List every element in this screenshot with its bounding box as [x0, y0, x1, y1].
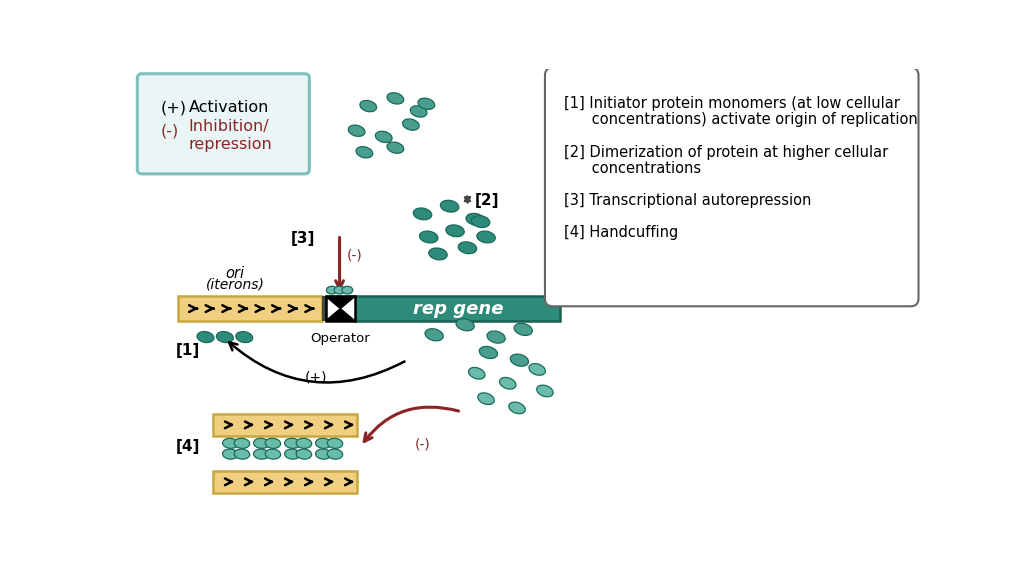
- Ellipse shape: [234, 438, 250, 448]
- Ellipse shape: [216, 332, 233, 343]
- Text: [4] Handcuffing: [4] Handcuffing: [563, 225, 678, 240]
- Text: repression: repression: [188, 137, 272, 152]
- Ellipse shape: [425, 329, 443, 341]
- Ellipse shape: [197, 332, 214, 343]
- Ellipse shape: [296, 449, 311, 459]
- Text: [3] Transcriptional autorepression: [3] Transcriptional autorepression: [563, 193, 811, 208]
- Text: concentrations) activate origin of replication: concentrations) activate origin of repli…: [563, 112, 918, 127]
- Ellipse shape: [265, 449, 281, 459]
- Text: concentrations: concentrations: [563, 161, 700, 176]
- Text: [2]: [2]: [475, 192, 500, 207]
- Ellipse shape: [487, 331, 505, 343]
- Ellipse shape: [328, 449, 343, 459]
- Ellipse shape: [479, 346, 498, 358]
- Text: (-): (-): [346, 248, 362, 263]
- Ellipse shape: [466, 213, 484, 225]
- Ellipse shape: [514, 323, 532, 335]
- Bar: [213, 414, 356, 435]
- Text: (+): (+): [305, 370, 328, 384]
- FancyBboxPatch shape: [545, 67, 919, 306]
- Ellipse shape: [315, 438, 331, 448]
- Bar: [213, 471, 356, 492]
- Ellipse shape: [387, 93, 403, 104]
- Text: (iterons): (iterons): [206, 278, 264, 291]
- Ellipse shape: [469, 367, 485, 379]
- Text: [1] Initiator protein monomers (at low cellular: [1] Initiator protein monomers (at low c…: [563, 96, 899, 111]
- Ellipse shape: [440, 200, 459, 212]
- Ellipse shape: [285, 438, 300, 448]
- Ellipse shape: [315, 449, 331, 459]
- Ellipse shape: [328, 438, 343, 448]
- Ellipse shape: [356, 147, 373, 158]
- Ellipse shape: [429, 248, 447, 260]
- Ellipse shape: [418, 98, 435, 109]
- Ellipse shape: [285, 449, 300, 459]
- Ellipse shape: [477, 231, 496, 243]
- Bar: [178, 296, 322, 321]
- Ellipse shape: [342, 286, 352, 294]
- Ellipse shape: [348, 125, 365, 137]
- Ellipse shape: [234, 449, 250, 459]
- Ellipse shape: [376, 131, 392, 142]
- Ellipse shape: [456, 319, 474, 331]
- Text: [2] Dimerization of protein at higher cellular: [2] Dimerization of protein at higher ce…: [563, 145, 888, 160]
- Ellipse shape: [478, 393, 495, 404]
- Ellipse shape: [510, 354, 528, 366]
- Ellipse shape: [529, 363, 546, 375]
- Text: (+): (+): [161, 100, 186, 115]
- Text: [3]: [3]: [291, 231, 315, 246]
- Text: [1]: [1]: [176, 343, 201, 358]
- Ellipse shape: [537, 385, 553, 397]
- Bar: [355, 296, 560, 321]
- Text: Operator: Operator: [310, 332, 371, 344]
- Text: rep gene: rep gene: [413, 300, 503, 317]
- Ellipse shape: [402, 119, 419, 130]
- Bar: [322, 296, 326, 321]
- Ellipse shape: [509, 402, 525, 414]
- Ellipse shape: [265, 438, 281, 448]
- Text: Activation: Activation: [188, 100, 269, 115]
- Ellipse shape: [445, 225, 464, 237]
- Bar: [326, 296, 355, 321]
- Ellipse shape: [387, 142, 403, 153]
- Ellipse shape: [471, 215, 489, 228]
- Text: [4]: [4]: [176, 439, 201, 454]
- Ellipse shape: [254, 438, 269, 448]
- Ellipse shape: [254, 449, 269, 459]
- Text: ori: ori: [225, 266, 245, 281]
- Ellipse shape: [414, 208, 432, 220]
- Ellipse shape: [458, 242, 476, 253]
- Ellipse shape: [411, 106, 427, 117]
- Ellipse shape: [236, 332, 253, 343]
- Polygon shape: [326, 296, 355, 321]
- Ellipse shape: [420, 231, 438, 243]
- Text: (-): (-): [161, 123, 179, 138]
- Ellipse shape: [296, 438, 311, 448]
- Text: Inhibition/: Inhibition/: [188, 119, 269, 134]
- Ellipse shape: [222, 438, 238, 448]
- Text: (-): (-): [415, 438, 430, 452]
- Ellipse shape: [500, 377, 516, 389]
- FancyBboxPatch shape: [137, 74, 309, 174]
- Ellipse shape: [327, 286, 337, 294]
- Ellipse shape: [222, 449, 238, 459]
- Ellipse shape: [359, 100, 377, 112]
- Ellipse shape: [334, 286, 345, 294]
